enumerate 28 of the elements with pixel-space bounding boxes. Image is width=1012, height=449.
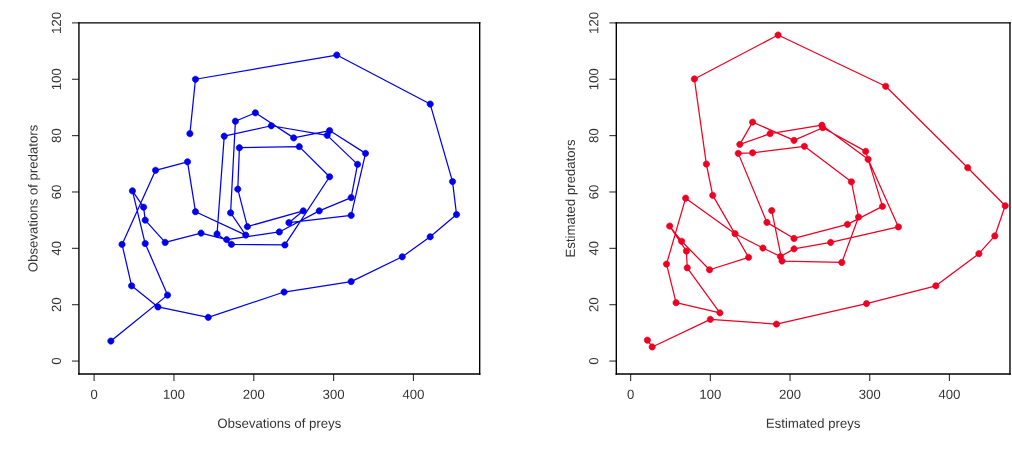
x-axis-title: Estimated preys xyxy=(766,418,860,431)
y-tick-label: 100 xyxy=(589,68,599,90)
y-tick-label: 60 xyxy=(51,185,62,199)
x-axis-title: Obsevations of preys xyxy=(217,418,341,431)
y-tick-label: 20 xyxy=(51,297,62,312)
y-tick-label: 80 xyxy=(51,128,62,143)
x-tick-label: 300 xyxy=(859,389,881,399)
x-tick-label: 200 xyxy=(779,389,801,399)
y-tick-label: 40 xyxy=(51,241,62,256)
y-tick-label: 20 xyxy=(589,297,599,312)
y-tick-label: 120 xyxy=(51,12,62,33)
y-tick-label: 0 xyxy=(589,357,599,365)
y-tick-label: 100 xyxy=(51,68,62,90)
x-tick-label: 200 xyxy=(243,389,265,399)
x-tick-label: 400 xyxy=(938,389,960,399)
x-tick-label: 0 xyxy=(90,389,98,399)
y-tick-label: 0 xyxy=(51,357,62,365)
x-tick-label: 0 xyxy=(627,389,634,399)
x-tick-label: 100 xyxy=(163,389,185,399)
y-tick-label: 120 xyxy=(589,12,599,33)
y-axis-title: Estimated predators xyxy=(565,139,578,257)
y-axis-title: Obsevations of predators xyxy=(27,125,41,272)
y-tick-label: 60 xyxy=(589,185,599,199)
x-tick-label: 400 xyxy=(402,389,424,399)
y-tick-label: 40 xyxy=(589,241,599,256)
y-tick-label: 80 xyxy=(589,128,599,143)
x-tick-label: 100 xyxy=(700,389,721,399)
x-tick-label: 300 xyxy=(323,389,345,399)
